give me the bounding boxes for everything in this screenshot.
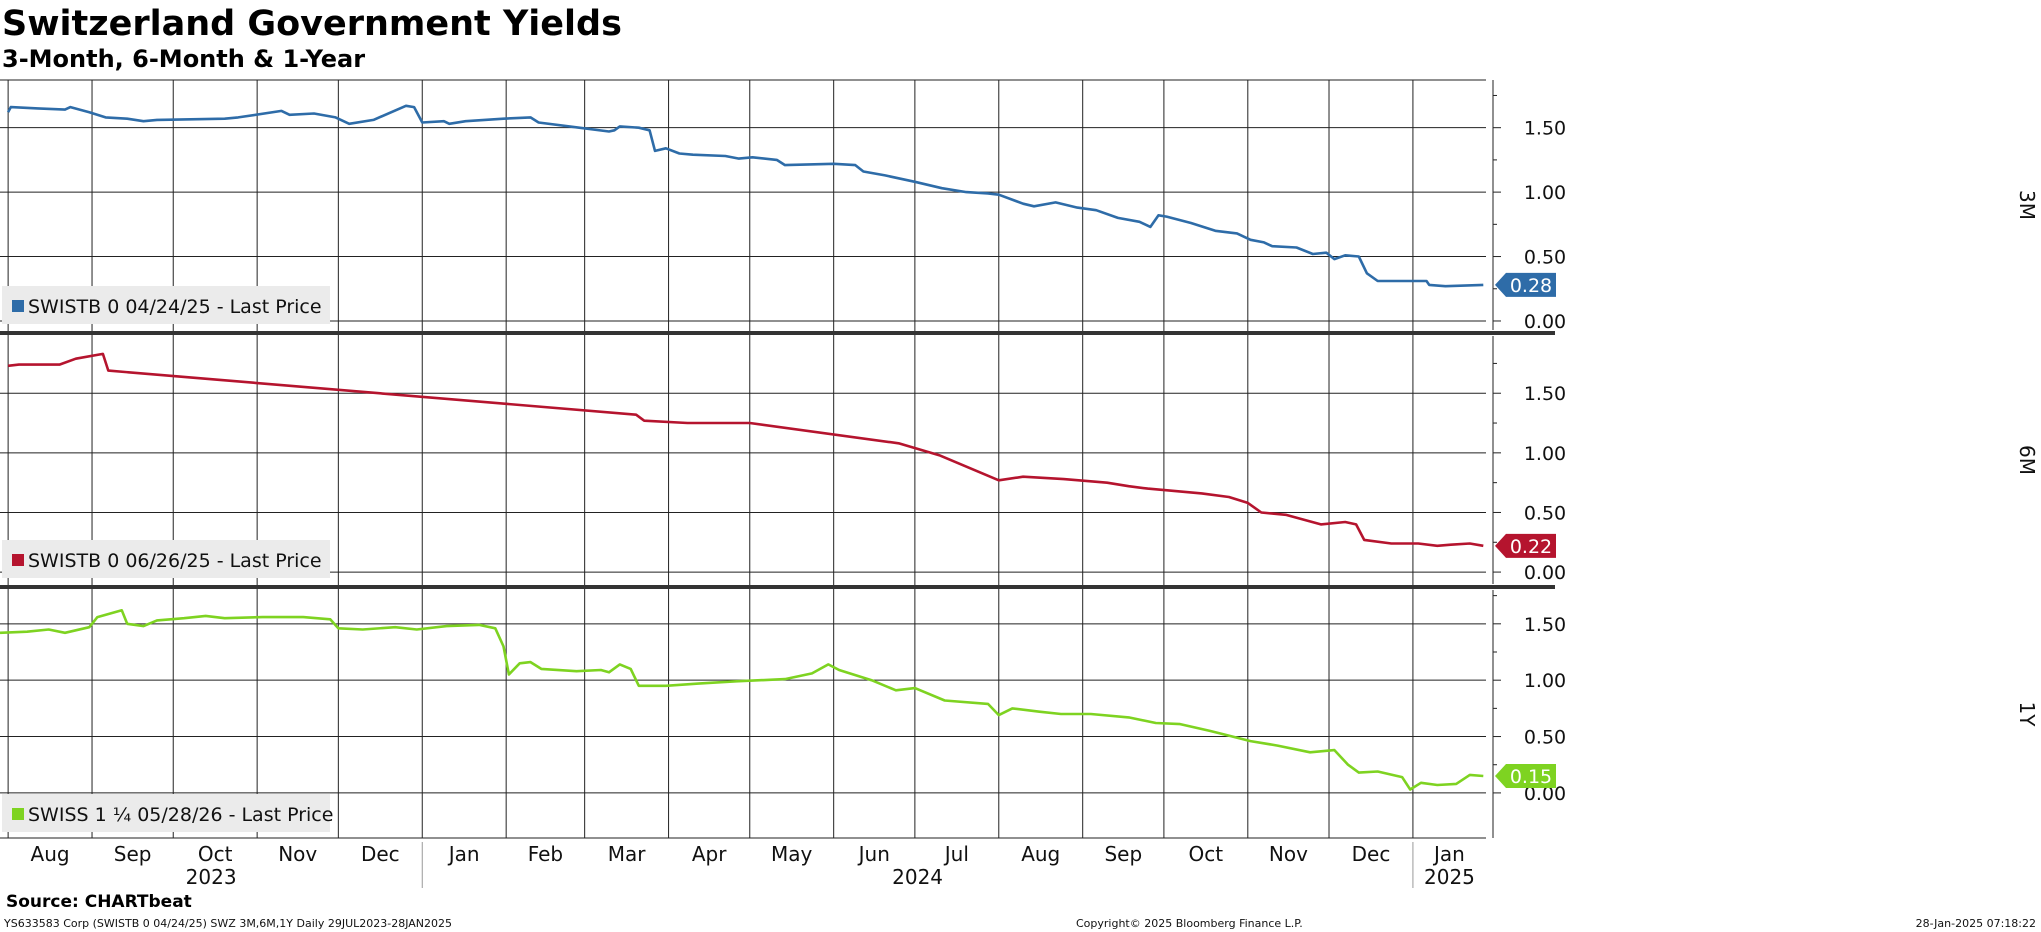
x-tick-label: Oct — [198, 842, 233, 866]
panel-3M: 0.00 0.50 1.00 1.50 3M 0.28 SWISTB 0 04/24/25 … — [0, 80, 2039, 335]
legend-label: SWISTB 0 04/24/25 - Last Price — [28, 296, 322, 318]
x-tick-label: Feb — [528, 842, 563, 866]
legend-swatch — [12, 300, 24, 312]
y-tick-label: 1.00 — [1524, 443, 1566, 465]
x-axis: Aug Sep Oct Nov Dec Jan Feb Mar Apr May Jun Jul Aug S… — [0, 79, 1486, 889]
x-tick-label: Mar — [608, 842, 647, 866]
last-value-label: 0.28 — [1510, 275, 1552, 297]
footer-ticker-info: YS633583 Corp (SWISTB 0 04/24/25) SWZ 3M… — [4, 917, 453, 930]
last-value-badge — [1495, 272, 1556, 297]
panel-separator — [0, 331, 1555, 335]
x-tick-label: May — [771, 842, 813, 866]
x-tick-label: Aug — [31, 842, 70, 866]
x-tick-label: Aug — [1021, 842, 1060, 866]
year-label: 2023 — [186, 865, 237, 889]
legend-label: SWISTB 0 06/26/25 - Last Price — [28, 550, 322, 572]
series-line — [7, 352, 1484, 548]
legend-box — [2, 286, 330, 324]
panel-label: 1Y — [2015, 702, 2039, 728]
chart-title: Switzerland Government Yields — [2, 4, 622, 44]
vertical-gridlines — [7, 80, 1414, 838]
chart-panels: 0.00 0.50 1.00 1.50 3M 0.28 SWISTB 0 04/24/25 … — [0, 80, 2039, 838]
y-tick-label: 1.00 — [1524, 670, 1566, 692]
source-note: Source: CHARTbeat — [6, 892, 192, 912]
x-tick-label: Dec — [361, 842, 400, 866]
x-tick-label: Dec — [1352, 842, 1391, 866]
legend-box — [2, 540, 330, 578]
y-tick-label: 1.00 — [1524, 182, 1566, 204]
y-tick-label: 0.50 — [1524, 502, 1566, 524]
chart-subtitle: 3-Month, 6-Month & 1-Year — [2, 45, 366, 73]
series-line — [0, 608, 1484, 791]
x-tick-label: Jan — [1432, 842, 1465, 866]
legend-box — [2, 794, 330, 832]
panel-1Y: 0.00 0.50 1.00 1.50 1Y 0.15 SWISS 1 ¼ 05/28/26… — [0, 590, 2039, 838]
x-tick-label: Nov — [1269, 842, 1308, 866]
panel-label: 6M — [2015, 445, 2039, 475]
y-tick-label: 0.00 — [1524, 783, 1566, 805]
last-value-label: 0.15 — [1510, 766, 1552, 788]
x-tick-label: Sep — [1104, 842, 1142, 866]
panel-separator — [0, 585, 1555, 589]
last-value-badge — [1495, 533, 1556, 558]
y-tick-label: 1.50 — [1524, 383, 1566, 405]
y-tick-label: 0.00 — [1524, 562, 1566, 584]
footer-copyright: Copyright© 2025 Bloomberg Finance L.P. — [1076, 917, 1303, 930]
panel-label: 3M — [2015, 190, 2039, 220]
x-tick-label: Apr — [692, 842, 727, 866]
x-tick-label: Sep — [114, 842, 152, 866]
last-value-badge — [1495, 764, 1556, 788]
year-label: 2025 — [1424, 865, 1475, 889]
x-tick-label: Oct — [1189, 842, 1224, 866]
y-tick-label: 1.50 — [1524, 118, 1566, 140]
legend-label: SWISS 1 ¼ 05/28/26 - Last Price — [28, 804, 333, 826]
panel-6M: 0.00 0.50 1.00 1.50 6M 0.22 SWISTB 0 06/26/25 … — [0, 336, 2039, 589]
legend-swatch — [12, 808, 24, 820]
y-tick-label: 1.50 — [1524, 614, 1566, 636]
x-tick-label: Jan — [447, 842, 480, 866]
x-tick-label: Jun — [857, 842, 890, 866]
footer-timestamp: 28-Jan-2025 07:18:22 — [1915, 917, 2036, 930]
x-tick-label: Nov — [278, 842, 317, 866]
y-tick-label: 0.00 — [1524, 311, 1566, 333]
x-tick-label: Jul — [943, 842, 969, 866]
year-label: 2024 — [892, 865, 943, 889]
legend-swatch — [12, 554, 24, 566]
last-value-label: 0.22 — [1510, 536, 1552, 558]
series-line — [6, 104, 1484, 288]
y-tick-label: 0.50 — [1524, 727, 1566, 749]
y-tick-label: 0.50 — [1524, 247, 1566, 269]
